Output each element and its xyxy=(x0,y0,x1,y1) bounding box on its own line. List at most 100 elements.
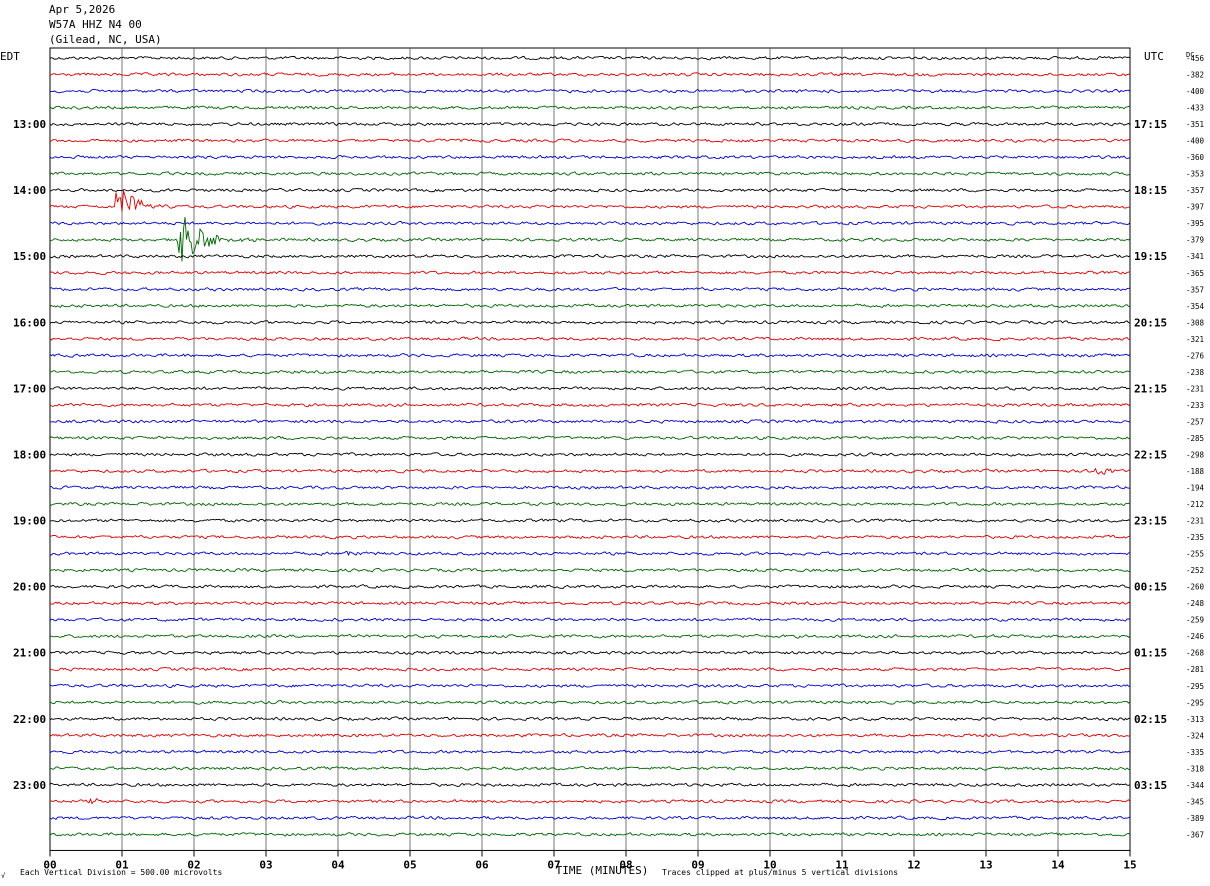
x-tick-label: 02 xyxy=(187,858,200,871)
dc-offset-label: -400 xyxy=(1186,137,1205,146)
trace-line xyxy=(49,55,1131,61)
trace-line xyxy=(49,220,1131,226)
dc-offset-label: -345 xyxy=(1186,797,1204,806)
dc-offset-label: -235 xyxy=(1186,533,1204,542)
trace-line xyxy=(49,287,1130,292)
left-hour-label: 23:00 xyxy=(13,779,46,792)
dc-offset-label: -357 xyxy=(1186,285,1204,294)
dc-offset-label: -255 xyxy=(1186,550,1204,559)
trace-line xyxy=(49,270,1131,276)
trace-line xyxy=(49,419,1131,424)
x-tick-label: 03 xyxy=(259,858,272,871)
trace-line xyxy=(49,353,1131,358)
trace-line xyxy=(49,501,1131,507)
trace-line xyxy=(49,72,1131,77)
trace-line xyxy=(49,435,1131,441)
left-hour-label: 20:00 xyxy=(13,581,46,594)
trace-line xyxy=(49,402,1131,408)
trace-line xyxy=(49,303,1131,309)
trace-line xyxy=(49,567,1130,573)
date-label: Apr 5,2026 xyxy=(49,3,116,16)
trace-line xyxy=(49,634,1131,639)
dc-offset-label: -382 xyxy=(1186,71,1204,80)
x-axis-title: TIME (MINUTES) xyxy=(556,864,649,877)
right-hour-label: 17:15 xyxy=(1134,118,1167,131)
x-tick-label: 12 xyxy=(907,858,920,871)
dc-offset-label: -357 xyxy=(1186,186,1204,195)
x-tick-label: 07 xyxy=(547,858,560,871)
dc-offset-label: -379 xyxy=(1186,236,1204,245)
trace-line xyxy=(49,253,1131,259)
dc-offset-label: -367 xyxy=(1186,830,1204,839)
dc-offset-label: -351 xyxy=(1186,120,1204,129)
dc-offset-label: -389 xyxy=(1186,814,1204,823)
x-tick-label: 06 xyxy=(475,858,489,871)
x-tick-label: 13 xyxy=(979,858,992,871)
left-hour-label: 21:00 xyxy=(13,647,46,660)
trace-line xyxy=(49,749,1131,755)
dc-offset-label: -188 xyxy=(1186,467,1205,476)
right-hour-label: 23:15 xyxy=(1134,515,1167,528)
dc-offset-label: -298 xyxy=(1186,450,1205,459)
location-label: (Gilead, NC, USA) xyxy=(49,33,162,46)
dc-offset-label: -335 xyxy=(1186,748,1204,757)
trace-line xyxy=(49,105,1131,110)
trace-line xyxy=(49,815,1131,821)
left-hour-label: 19:00 xyxy=(13,515,46,528)
dc-offset-label: -308 xyxy=(1186,318,1205,327)
dc-offset-label: -365 xyxy=(1186,269,1204,278)
dc-offset-label: -231 xyxy=(1186,517,1204,526)
left-hour-label: 15:00 xyxy=(13,250,46,263)
trace-line xyxy=(49,452,1131,457)
dc-offset-label: -248 xyxy=(1186,599,1205,608)
x-tick-label: 08 xyxy=(619,858,632,871)
trace-line xyxy=(49,187,1131,193)
right-hour-label: 20:15 xyxy=(1134,316,1167,329)
x-tick-label: 10 xyxy=(763,858,776,871)
trace-line xyxy=(49,666,1131,672)
station-label: W57A HHZ N4 00 xyxy=(49,18,142,31)
trace-line xyxy=(49,216,1131,262)
right-hour-label: 18:15 xyxy=(1134,184,1167,197)
corner-mark: √ xyxy=(1,872,6,880)
trace-line xyxy=(49,550,1131,557)
dc-offset-label: -233 xyxy=(1186,401,1204,410)
left-hour-label: 16:00 xyxy=(13,316,46,329)
dc-offset-label: -260 xyxy=(1186,583,1205,592)
trace-line xyxy=(49,467,1131,475)
left-hour-label: 13:00 xyxy=(13,118,46,131)
x-tick-label: 04 xyxy=(331,858,345,871)
trace-line xyxy=(49,733,1131,738)
dc-offset-label: -344 xyxy=(1186,781,1205,790)
dc-offset-label: -259 xyxy=(1186,616,1204,625)
dc-offset-label: -321 xyxy=(1186,335,1204,344)
trace-line xyxy=(49,832,1131,837)
dc-offset-label: -194 xyxy=(1186,484,1205,493)
dc-offset-label: -285 xyxy=(1186,434,1204,443)
dc-offset-label: -354 xyxy=(1186,302,1205,311)
dc-offset-label: -397 xyxy=(1186,203,1204,212)
trace-line xyxy=(49,336,1131,342)
right-hour-label: 21:15 xyxy=(1134,382,1167,395)
dc-offset-label: -433 xyxy=(1186,104,1204,113)
vertical-division-note: Each Vertical Division = 500.00 microvol… xyxy=(20,868,222,877)
right-hour-label: 19:15 xyxy=(1134,250,1167,263)
trace-line xyxy=(49,171,1131,176)
dc-header: DC xyxy=(1186,51,1194,59)
dc-offset-label: -456 xyxy=(1186,54,1205,63)
trace-line xyxy=(49,699,1131,705)
trace-line xyxy=(49,138,1131,143)
trace-line xyxy=(49,386,1131,391)
dc-offset-label: -400 xyxy=(1186,87,1205,96)
trace-line xyxy=(50,600,1131,606)
dc-offset-label: -295 xyxy=(1186,682,1204,691)
right-hour-label: 01:15 xyxy=(1134,647,1167,660)
dc-offset-label: -268 xyxy=(1186,649,1205,658)
dc-offset-label: -238 xyxy=(1186,368,1205,377)
dc-offset-label: -313 xyxy=(1186,715,1204,724)
trace-line xyxy=(50,534,1131,540)
trace-line xyxy=(49,683,1131,689)
right-timezone-label: UTC xyxy=(1144,50,1164,63)
x-tick-label: 09 xyxy=(691,858,704,871)
